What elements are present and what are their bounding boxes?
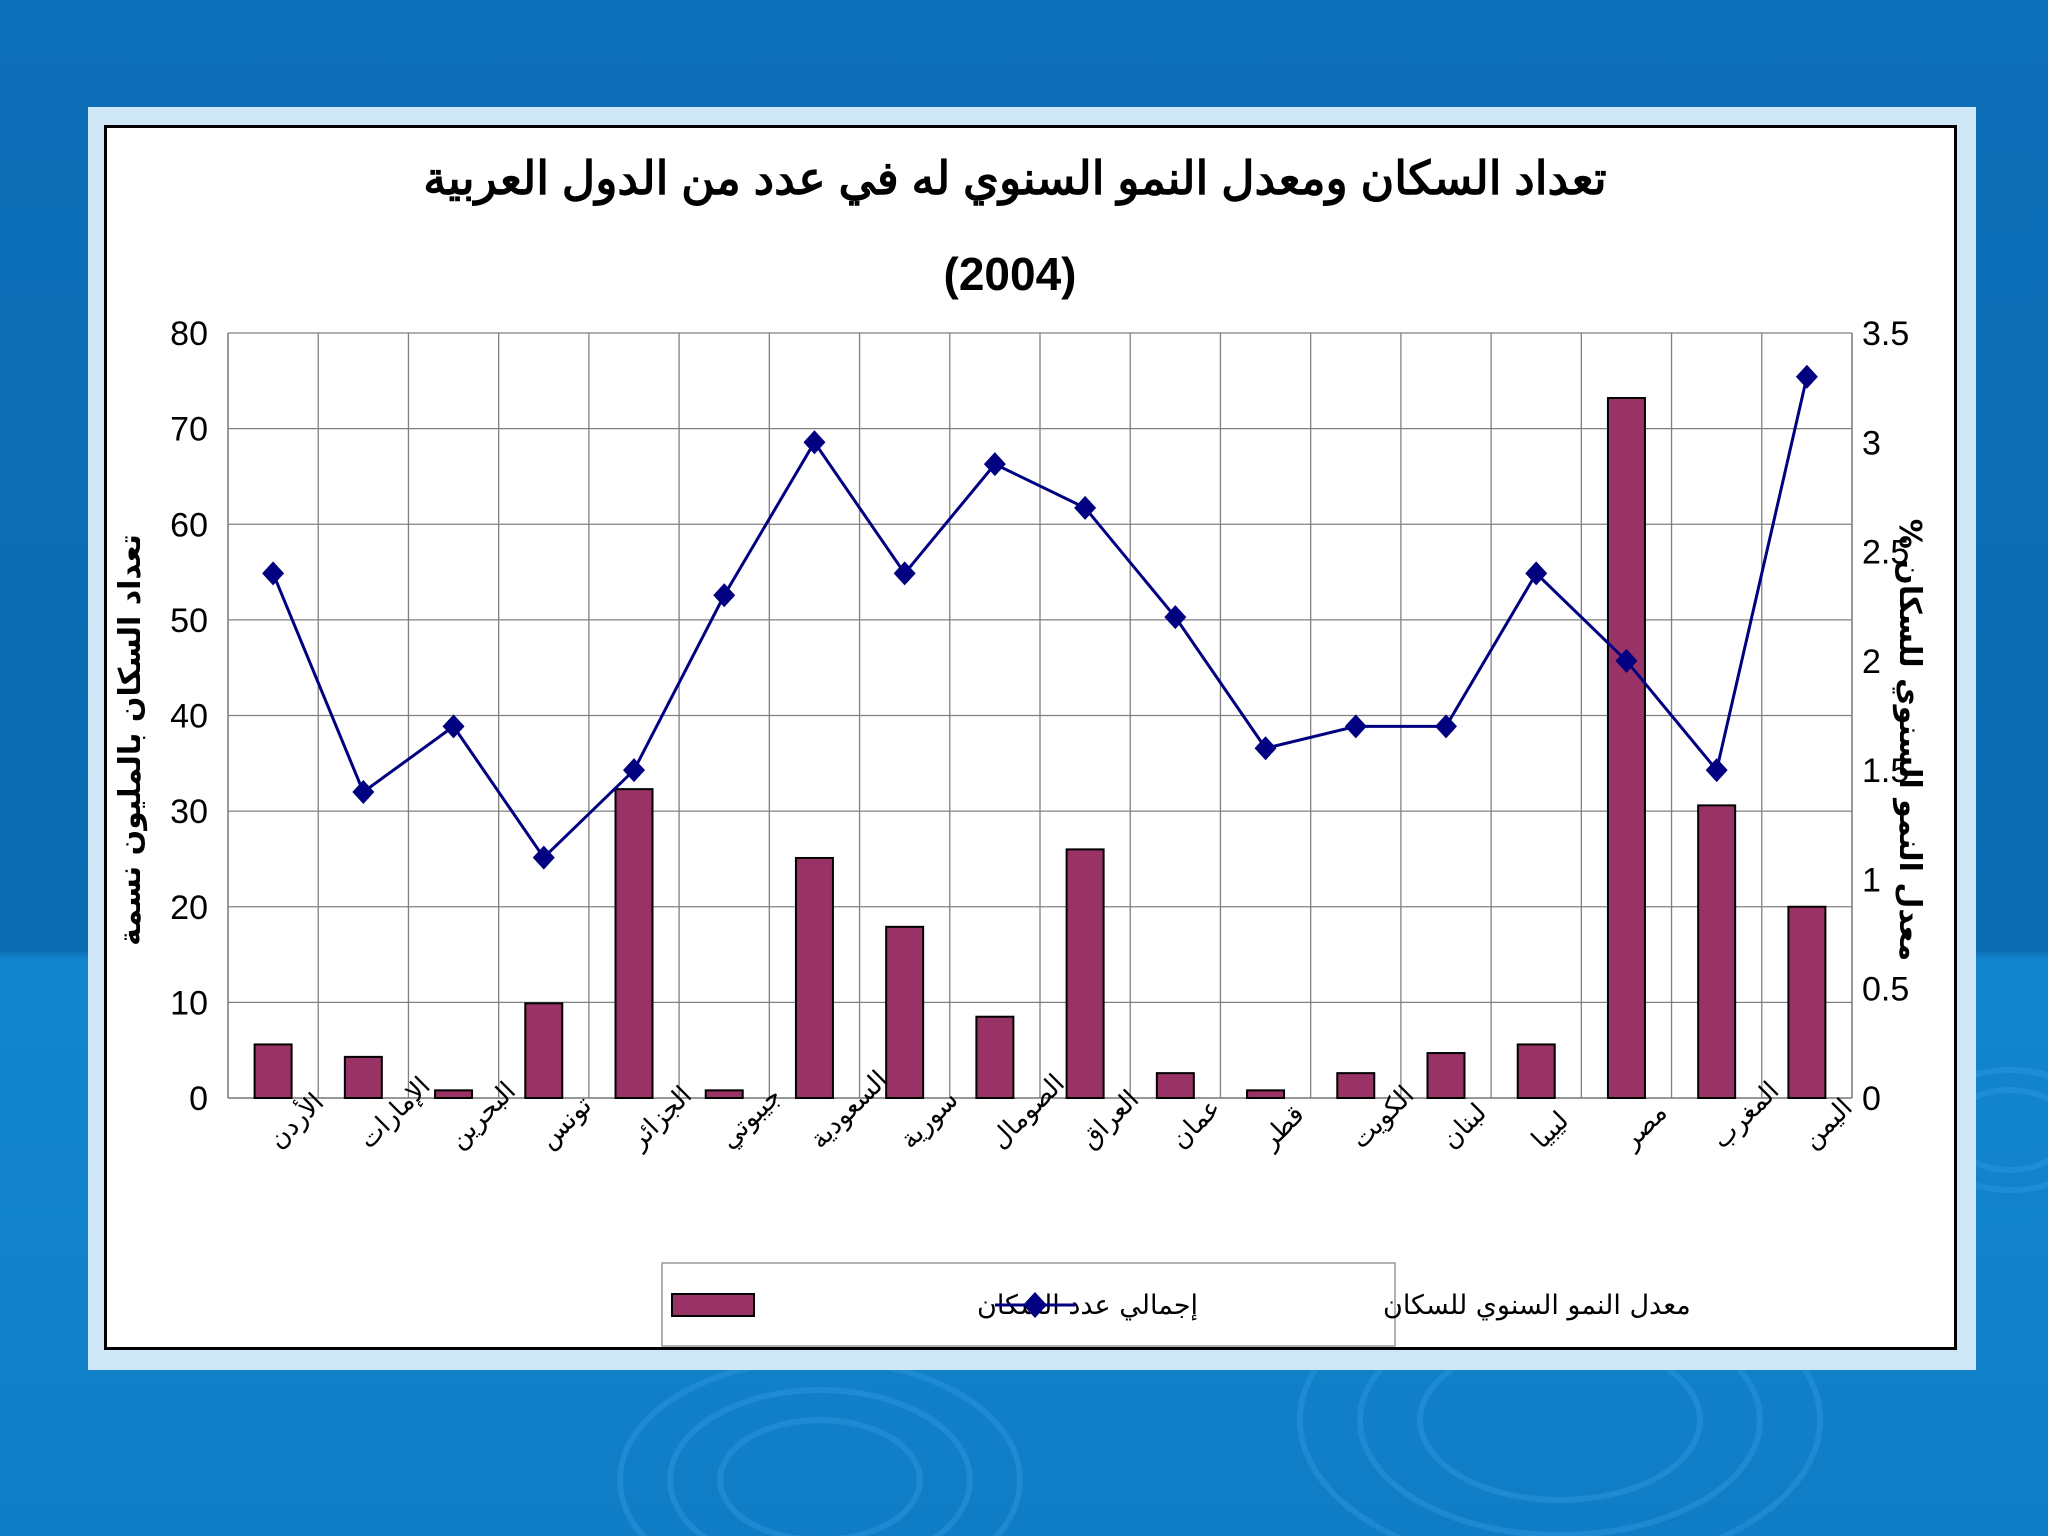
- bar-series: [253, 397, 1827, 1100]
- bar: [434, 1089, 474, 1099]
- gridlines: [227, 332, 1853, 1099]
- right-tick-label: 0.5: [1862, 971, 1909, 1009]
- line-series: [262, 364, 1818, 870]
- left-tick-label: 30: [170, 793, 208, 831]
- right-axis-title: معدل النمو السنوي للسكان %: [1892, 519, 1927, 961]
- legend-bar-swatch: [671, 1293, 755, 1317]
- category-label: لبنان: [1436, 1098, 1493, 1155]
- line-point: [1164, 605, 1187, 630]
- line-point: [623, 758, 645, 783]
- left-tick-label: 20: [170, 889, 208, 927]
- line-point: [1435, 714, 1457, 739]
- left-tick-label: 60: [170, 506, 208, 544]
- line-point: [442, 714, 465, 739]
- line-point: [1525, 561, 1548, 586]
- bar: [1155, 1072, 1195, 1099]
- bar: [1787, 905, 1827, 1099]
- line-point: [1074, 495, 1097, 520]
- category-label: اليمن: [1797, 1093, 1859, 1155]
- right-tick-label: 1.5: [1862, 752, 1909, 790]
- right-tick-label: 2.5: [1862, 534, 1909, 572]
- right-axis-ticks: 0 0.5 1 1.5 2 2.5 3 3.5: [1862, 315, 1909, 1118]
- line-point: [532, 845, 555, 870]
- category-label: تونس: [534, 1091, 598, 1155]
- left-tick-label: 50: [170, 602, 208, 640]
- right-tick-label: 3.5: [1862, 315, 1909, 353]
- category-label: عمان: [1165, 1093, 1227, 1155]
- line-point: [1705, 758, 1728, 783]
- category-label: قطر: [1254, 1100, 1311, 1157]
- legend-line-label: معدل النمو السنوي للسكان: [1383, 1290, 1691, 1321]
- line-point: [803, 430, 826, 455]
- series-line: [271, 376, 1809, 860]
- left-tick-label: 70: [170, 411, 208, 449]
- category-label: ليبيا: [1526, 1106, 1575, 1155]
- bar: [794, 856, 834, 1100]
- line-point: [1615, 648, 1638, 673]
- right-tick-label: 1: [1862, 861, 1881, 899]
- bar: [1065, 848, 1105, 1099]
- legend-line-marker: [1023, 1292, 1047, 1318]
- bar: [524, 1002, 564, 1099]
- right-tick-label: 0: [1862, 1080, 1881, 1118]
- left-tick-label: 80: [170, 315, 208, 353]
- line-point: [352, 780, 375, 804]
- legend: إجمالي عدد السكان معدل النمو السنوي للسك…: [661, 1262, 1691, 1347]
- bar: [1516, 1043, 1556, 1099]
- bar: [253, 1043, 293, 1099]
- bar: [975, 1015, 1015, 1099]
- line-point: [1344, 714, 1367, 739]
- bar: [1606, 397, 1646, 1099]
- bar: [614, 788, 654, 1099]
- chart-title: تعداد السكان ومعدل النمو السنوي له في عد…: [423, 152, 1606, 206]
- left-tick-label: 40: [170, 698, 208, 736]
- left-tick-label: 10: [170, 984, 208, 1022]
- right-tick-label: 2: [1862, 643, 1881, 681]
- line-point: [1795, 364, 1818, 389]
- bar: [885, 925, 925, 1099]
- chart-subtitle: (2004): [944, 248, 1077, 300]
- category-label: مصر: [1615, 1098, 1674, 1157]
- line-point: [713, 583, 736, 608]
- bar: [343, 1055, 383, 1099]
- chart-area: [104, 125, 1957, 1350]
- bar: [1336, 1072, 1376, 1099]
- bar: [704, 1089, 744, 1099]
- bar: [1246, 1089, 1286, 1099]
- right-tick-label: 3: [1862, 424, 1881, 462]
- left-axis-ticks: 0 10 20 30 40 50 60 70 80: [170, 315, 208, 1118]
- category-label: البحرين: [443, 1076, 522, 1155]
- bar: [1697, 804, 1737, 1099]
- left-tick-label: 0: [189, 1080, 208, 1118]
- line-point: [1254, 736, 1277, 761]
- line-point: [262, 561, 285, 586]
- left-axis-title: تعداد السكان بالمليون نسمة: [113, 534, 148, 946]
- line-point: [983, 452, 1006, 477]
- bar: [1426, 1052, 1466, 1100]
- line-point: [893, 561, 916, 586]
